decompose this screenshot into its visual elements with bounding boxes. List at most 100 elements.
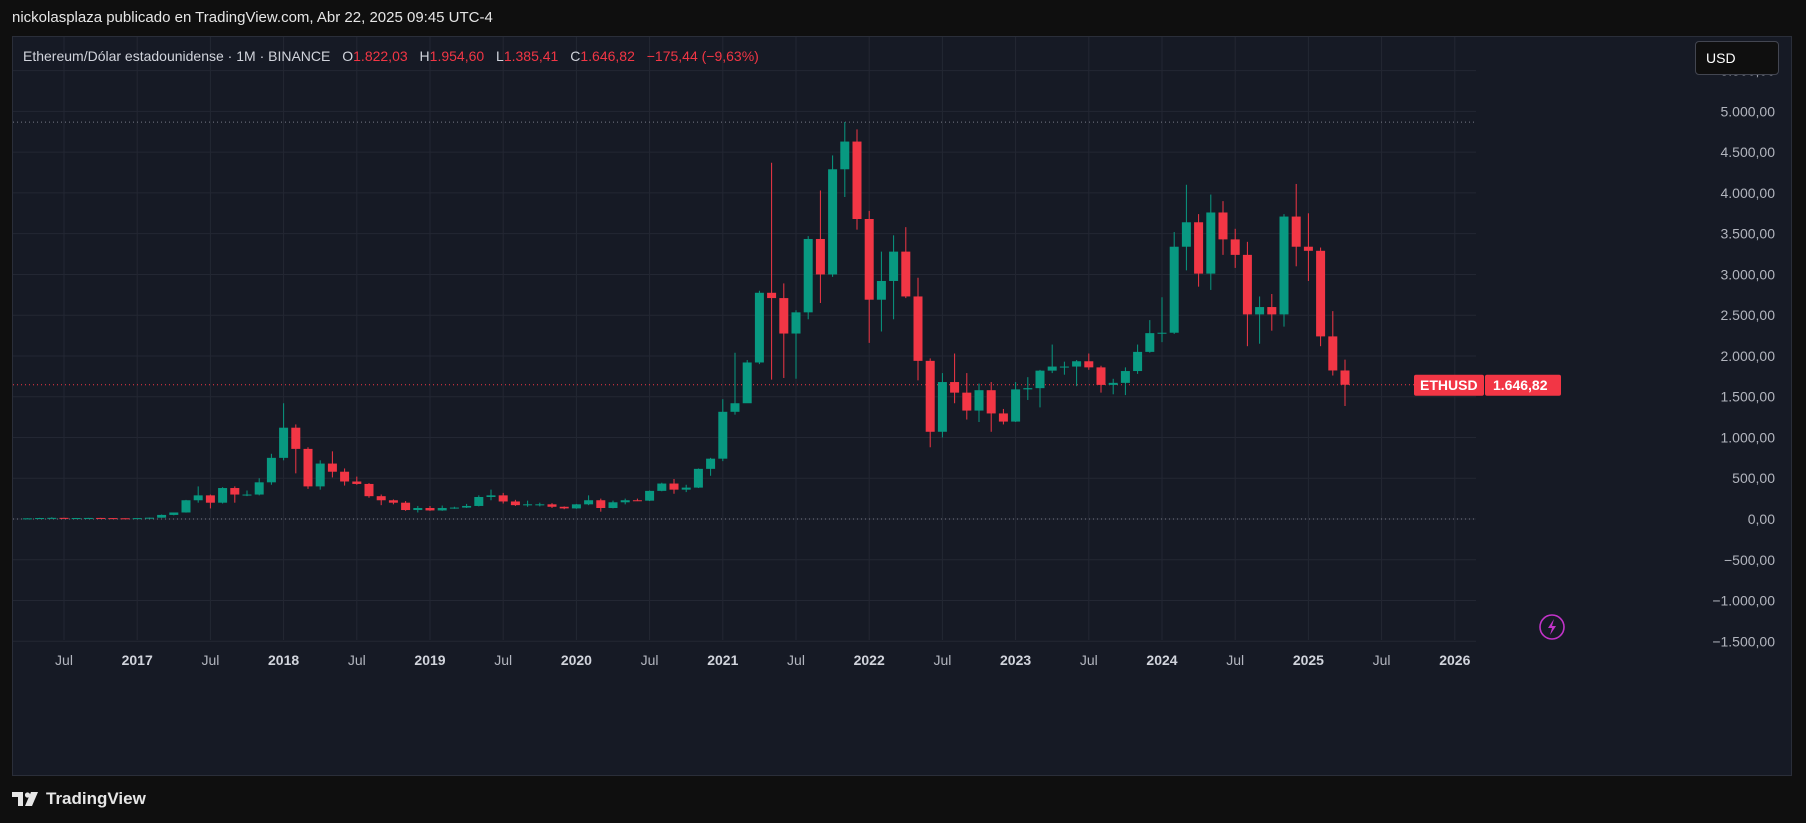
- tradingview-logo[interactable]: TradingView: [12, 789, 146, 809]
- candle[interactable]: [47, 517, 57, 519]
- candle[interactable]: [998, 408, 1008, 425]
- candle[interactable]: [266, 453, 276, 485]
- candle[interactable]: [937, 373, 947, 438]
- candle[interactable]: [376, 494, 386, 506]
- candle[interactable]: [547, 503, 557, 508]
- candle[interactable]: [1035, 369, 1045, 408]
- candle[interactable]: [1120, 367, 1130, 396]
- candle[interactable]: [1194, 214, 1204, 287]
- candle[interactable]: [742, 360, 752, 404]
- candle[interactable]: [1279, 214, 1289, 327]
- candle[interactable]: [754, 290, 764, 365]
- candle[interactable]: [425, 505, 435, 511]
- candle[interactable]: [230, 486, 240, 503]
- candle[interactable]: [181, 499, 191, 513]
- candle[interactable]: [59, 517, 69, 519]
- candle[interactable]: [218, 487, 228, 504]
- candle[interactable]: [1108, 378, 1118, 395]
- candle[interactable]: [364, 483, 374, 498]
- candle[interactable]: [205, 494, 215, 509]
- candle[interactable]: [1084, 353, 1094, 370]
- candle[interactable]: [852, 129, 862, 230]
- candle[interactable]: [828, 155, 838, 277]
- chart-pane[interactable]: 5.500,005.000,004.500,004.000,003.500,00…: [12, 36, 1792, 776]
- candle[interactable]: [462, 503, 472, 508]
- legend-symbol[interactable]: Ethereum/Dólar estadounidense · 1M · BIN…: [23, 48, 331, 64]
- candle[interactable]: [1267, 294, 1277, 331]
- candle[interactable]: [596, 498, 606, 512]
- candle[interactable]: [706, 457, 716, 476]
- candle[interactable]: [132, 518, 142, 520]
- candle[interactable]: [669, 479, 679, 494]
- candle[interactable]: [974, 383, 984, 422]
- candle[interactable]: [1169, 232, 1179, 334]
- candle[interactable]: [1291, 183, 1301, 267]
- candle[interactable]: [803, 236, 813, 320]
- candle[interactable]: [767, 162, 777, 380]
- candle[interactable]: [254, 478, 264, 496]
- candle[interactable]: [840, 121, 850, 197]
- candle[interactable]: [1340, 359, 1350, 407]
- candle[interactable]: [950, 353, 960, 404]
- candle[interactable]: [169, 512, 179, 516]
- candle[interactable]: [1133, 344, 1143, 374]
- candle[interactable]: [1242, 241, 1252, 347]
- candle[interactable]: [1303, 213, 1313, 281]
- candle[interactable]: [1316, 247, 1326, 347]
- candle[interactable]: [144, 517, 154, 519]
- candle[interactable]: [291, 424, 301, 474]
- candle[interactable]: [449, 506, 459, 509]
- candle[interactable]: [1255, 296, 1265, 344]
- candle[interactable]: [645, 490, 655, 502]
- candle[interactable]: [315, 460, 325, 490]
- candle[interactable]: [925, 358, 935, 448]
- candle[interactable]: [35, 517, 45, 520]
- candle[interactable]: [71, 517, 81, 520]
- candle[interactable]: [876, 251, 886, 332]
- candle[interactable]: [120, 518, 130, 520]
- candle[interactable]: [157, 514, 167, 518]
- candle[interactable]: [791, 310, 801, 379]
- candle[interactable]: [693, 468, 703, 489]
- candles-layer[interactable]: [22, 121, 1350, 520]
- candle[interactable]: [486, 489, 496, 501]
- candle[interactable]: [401, 501, 411, 511]
- candle[interactable]: [193, 486, 203, 503]
- candle[interactable]: [1011, 382, 1021, 422]
- candle[interactable]: [1023, 377, 1033, 400]
- candle[interactable]: [83, 517, 93, 519]
- candle[interactable]: [1145, 320, 1155, 353]
- candle[interactable]: [96, 517, 106, 519]
- candle[interactable]: [437, 505, 447, 511]
- candle[interactable]: [779, 283, 789, 378]
- candle[interactable]: [340, 468, 350, 486]
- candle[interactable]: [535, 502, 545, 507]
- candle[interactable]: [1206, 194, 1216, 290]
- candle[interactable]: [632, 498, 642, 502]
- candle[interactable]: [718, 399, 728, 462]
- candle[interactable]: [22, 518, 32, 520]
- candle[interactable]: [352, 476, 362, 485]
- candle[interactable]: [986, 382, 996, 432]
- candle[interactable]: [1047, 344, 1057, 374]
- candle[interactable]: [962, 373, 972, 420]
- candlestick-chart[interactable]: 5.500,005.000,004.500,004.000,003.500,00…: [13, 37, 1791, 775]
- candle[interactable]: [559, 506, 569, 510]
- candle[interactable]: [523, 500, 533, 507]
- candle[interactable]: [474, 495, 484, 507]
- candle[interactable]: [108, 518, 118, 520]
- candle[interactable]: [608, 500, 618, 509]
- candle[interactable]: [889, 235, 899, 320]
- currency-button[interactable]: USD: [1695, 41, 1779, 75]
- candle[interactable]: [815, 190, 825, 303]
- candle[interactable]: [1059, 361, 1069, 375]
- candle[interactable]: [327, 451, 337, 478]
- candle[interactable]: [901, 227, 911, 299]
- candle[interactable]: [584, 495, 594, 506]
- candle[interactable]: [1230, 228, 1240, 268]
- candle[interactable]: [1096, 365, 1106, 393]
- candle[interactable]: [730, 352, 740, 415]
- candle[interactable]: [681, 484, 691, 493]
- candle[interactable]: [413, 505, 423, 513]
- candle[interactable]: [1072, 360, 1082, 387]
